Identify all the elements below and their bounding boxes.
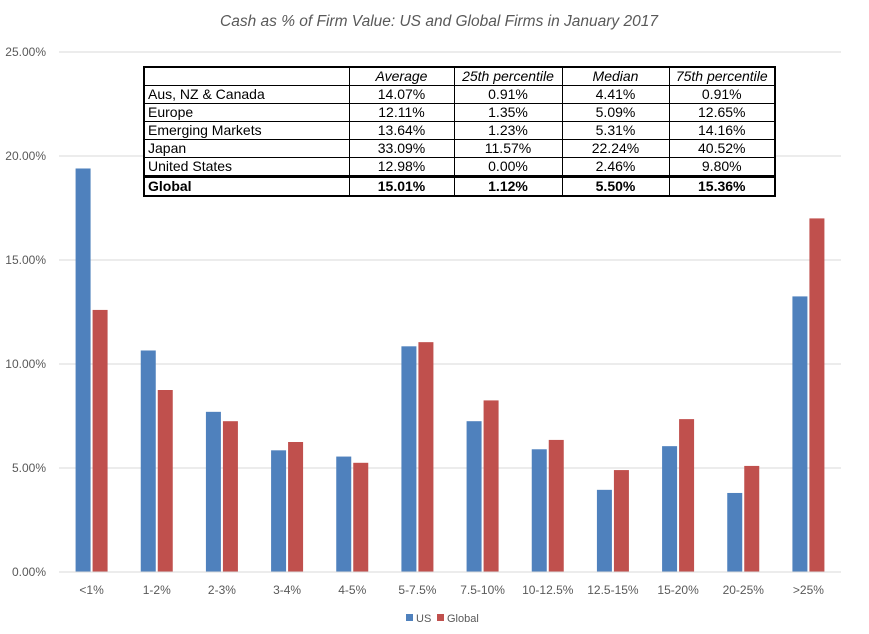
row-region: Aus, NZ & Canada [143,85,350,104]
row-75th-percentile: 40.52% [668,139,776,158]
x-tick-label: 12.5-15% [587,583,639,597]
bar-us [75,168,91,573]
row-25th-percentile: 1.23% [453,121,563,140]
bars [75,168,825,573]
bar-global [92,309,108,572]
bar-global [157,390,173,572]
table-header-row: Average 25th percentile Median 75th perc… [143,66,776,86]
bar-global [222,421,238,572]
bar-us [336,456,352,572]
row-region: United States [143,157,350,177]
x-tick-label: 7.5-10% [460,583,505,597]
bar-global [353,462,369,572]
bar-us [205,411,221,572]
bar-us [792,296,808,572]
row-region: Japan [143,139,350,158]
row-75th-percentile: 9.80% [668,157,776,177]
row-75th-percentile: 12.65% [668,103,776,122]
header-region [143,66,350,86]
row-region: Global [143,175,350,197]
bar-global [809,218,825,572]
y-axis-ticks: 0.00% 5.00% 10.00% 15.00% 20.00% 25.00% [5,45,46,579]
x-tick-label: 5-7.5% [398,583,436,597]
bar-global [288,442,304,572]
bar-us [531,449,547,572]
row-average: 12.98% [348,157,455,177]
chart-title: Cash as % of Firm Value: US and Global F… [220,13,659,30]
bar-us [271,450,287,572]
row-25th-percentile: 0.91% [453,85,563,104]
table-row: Europe 12.11% 1.35% 5.09% 12.65% [143,103,776,122]
y-tick-label: 5.00% [12,461,46,475]
table-row-total: Global 15.01% 1.12% 5.50% 15.36% [143,175,776,197]
row-75th-percentile: 0.91% [668,85,776,104]
bar-us [466,421,482,572]
x-tick-label: 15-20% [657,583,699,597]
x-tick-label: 10-12.5% [522,583,574,597]
bar-us [727,492,743,572]
legend-label: Global [447,613,479,625]
row-25th-percentile: 11.57% [453,139,563,158]
bar-global [548,439,564,572]
bar-global [483,400,499,572]
x-tick-label: <1% [79,583,104,597]
stats-table: Average 25th percentile Median 75th perc… [143,66,776,197]
row-region: Europe [143,103,350,122]
x-tick-label: >25% [793,583,824,597]
row-25th-percentile: 1.12% [453,175,563,197]
table-row: Japan 33.09% 11.57% 22.24% 40.52% [143,139,776,158]
row-region: Emerging Markets [143,121,350,140]
table-row: Emerging Markets 13.64% 1.23% 5.31% 14.1… [143,121,776,140]
row-25th-percentile: 0.00% [453,157,563,177]
table-row: United States 12.98% 0.00% 2.46% 9.80% [143,157,776,177]
row-75th-percentile: 15.36% [668,175,776,197]
bar-global [679,419,695,572]
table-row: Aus, NZ & Canada 14.07% 0.91% 4.41% 0.91… [143,85,776,104]
row-median: 5.31% [561,121,670,140]
header-average: Average [348,66,455,86]
legend-swatch [437,614,444,621]
y-tick-label: 0.00% [12,565,46,579]
row-median: 4.41% [561,85,670,104]
bar-us [140,350,156,572]
x-tick-label: 1-2% [143,583,171,597]
row-75th-percentile: 14.16% [668,121,776,140]
x-tick-label: 2-3% [208,583,236,597]
x-axis-ticks: <1% 1-2% 2-3% 3-4% 4-5% 5-7.5% 7.5-10% 10-12.5%… [79,583,824,597]
row-median: 2.46% [561,157,670,177]
y-tick-label: 25.00% [5,45,46,59]
bar-global [418,342,434,572]
header-25th-percentile: 25th percentile [453,66,563,86]
bar-global [744,465,760,572]
row-median: 5.50% [561,175,670,197]
row-average: 15.01% [348,175,455,197]
header-75th-percentile: 75th percentile [668,66,776,86]
row-average: 14.07% [348,85,455,104]
header-median: Median [561,66,670,86]
legend: US Global [406,613,479,625]
bar-us [596,489,612,572]
row-average: 33.09% [348,139,455,158]
row-average: 12.11% [348,103,455,122]
row-25th-percentile: 1.35% [453,103,563,122]
y-tick-label: 20.00% [5,149,46,163]
y-tick-label: 15.00% [5,253,46,267]
legend-swatch [406,614,413,621]
legend-label: US [416,613,431,625]
y-tick-label: 10.00% [5,357,46,371]
x-tick-label: 20-25% [723,583,765,597]
x-tick-label: 4-5% [338,583,366,597]
x-tick-label: 3-4% [273,583,301,597]
row-median: 22.24% [561,139,670,158]
bar-global [613,470,629,572]
bar-us [662,446,678,572]
row-average: 13.64% [348,121,455,140]
row-median: 5.09% [561,103,670,122]
bar-us [401,346,417,572]
